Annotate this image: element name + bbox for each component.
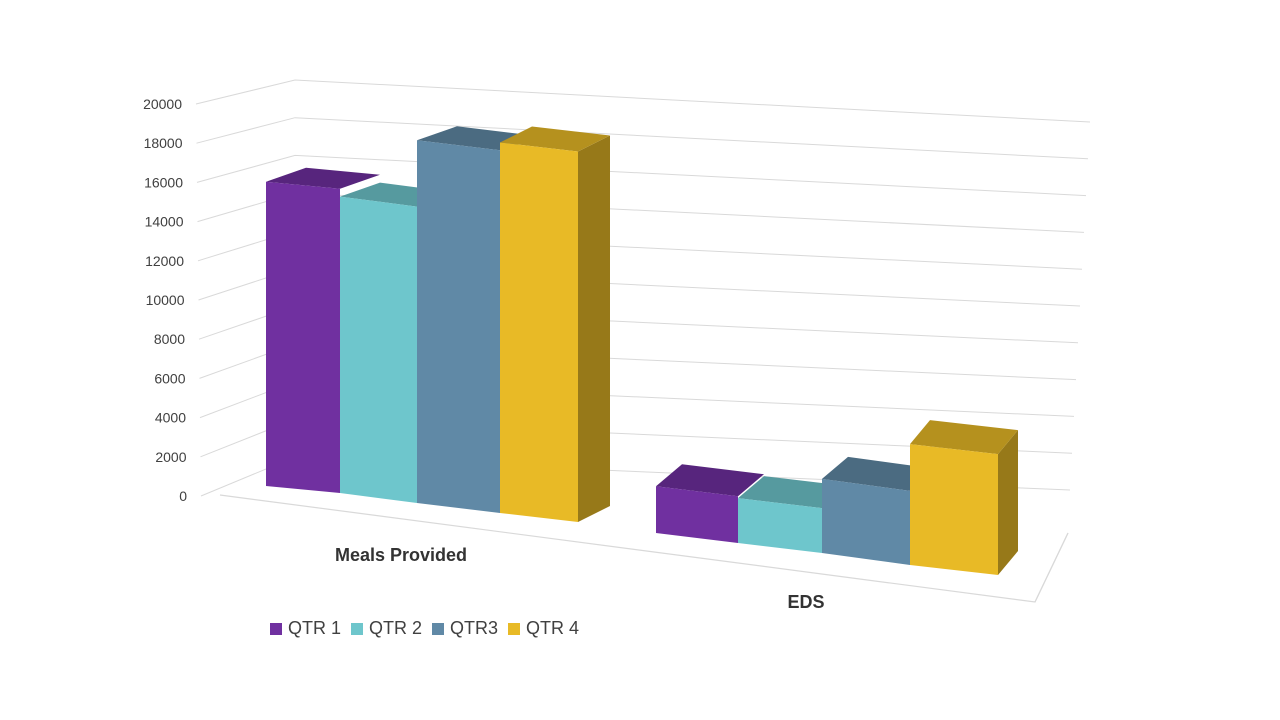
- gridline: [195, 79, 1091, 123]
- legend-item: QTR 1: [270, 618, 341, 639]
- category-label: EDS: [787, 592, 824, 612]
- y-tick-label: 16000: [144, 174, 183, 190]
- legend-label: QTR 2: [369, 618, 423, 638]
- y-tick-label: 10000: [146, 292, 185, 308]
- bar-top: [738, 476, 848, 509]
- chart-walls: [219, 494, 1069, 603]
- bar-meals-provided-qtr1: [266, 167, 380, 494]
- bar-front: [417, 140, 500, 514]
- bar-eds-qtr4: [910, 420, 1018, 575]
- y-tick-label: 8000: [154, 331, 185, 347]
- bar-front: [822, 478, 910, 565]
- bar-eds-qtr1: [656, 464, 764, 543]
- legend-item: QTR 2: [351, 618, 422, 639]
- legend-label: QTR 1: [288, 618, 342, 638]
- bar-top: [822, 456, 936, 491]
- y-tick-label: 4000: [155, 410, 186, 426]
- legend-item: QTR3: [432, 618, 498, 639]
- y-tick-label: 0: [179, 488, 187, 504]
- y-tick-label: 2000: [155, 449, 186, 465]
- legend-swatch: [270, 622, 282, 635]
- y-tick-label: 14000: [145, 214, 184, 230]
- bar-front: [910, 444, 998, 575]
- legend: QTR 1 QTR 2 QTR3 QTR 4: [270, 618, 579, 639]
- bar-eds-qtr2: [738, 476, 848, 553]
- category-label: Meals Provided: [335, 545, 467, 565]
- y-tick-label: 18000: [144, 135, 183, 151]
- legend-swatch: [508, 622, 521, 635]
- legend-label: QTR 4: [526, 618, 580, 638]
- category-labels: Meals Provided EDS: [335, 545, 825, 612]
- gridline: [196, 117, 1089, 160]
- bar-eds-qtr3: [822, 456, 936, 565]
- bar-side: [998, 430, 1018, 575]
- bar-front: [656, 486, 738, 543]
- legend-swatch: [351, 622, 364, 635]
- bar-front: [340, 196, 417, 503]
- bar-front: [266, 181, 340, 494]
- legend-item: QTR 4: [508, 618, 579, 639]
- bar-top: [500, 126, 610, 152]
- bars: [266, 126, 1018, 575]
- y-tick-label: 12000: [145, 253, 184, 269]
- bar-side: [578, 135, 610, 522]
- bar-top: [910, 420, 1018, 455]
- legend-label: QTR3: [450, 618, 499, 638]
- bar-top: [266, 167, 380, 189]
- floor-edge-right: [1034, 532, 1069, 603]
- bar-front: [738, 498, 822, 553]
- y-axis-ticks: 0 2000 4000 6000 8000 10000 12000 14000 16000 180…: [143, 96, 187, 504]
- legend-swatch: [432, 622, 445, 635]
- bar-meals-provided-qtr4: [500, 126, 610, 522]
- y-tick-label: 20000: [143, 96, 182, 112]
- gridline: [196, 154, 1087, 197]
- bar-top: [656, 464, 764, 497]
- y-tick-label: 6000: [154, 370, 185, 386]
- bar-front: [500, 142, 578, 522]
